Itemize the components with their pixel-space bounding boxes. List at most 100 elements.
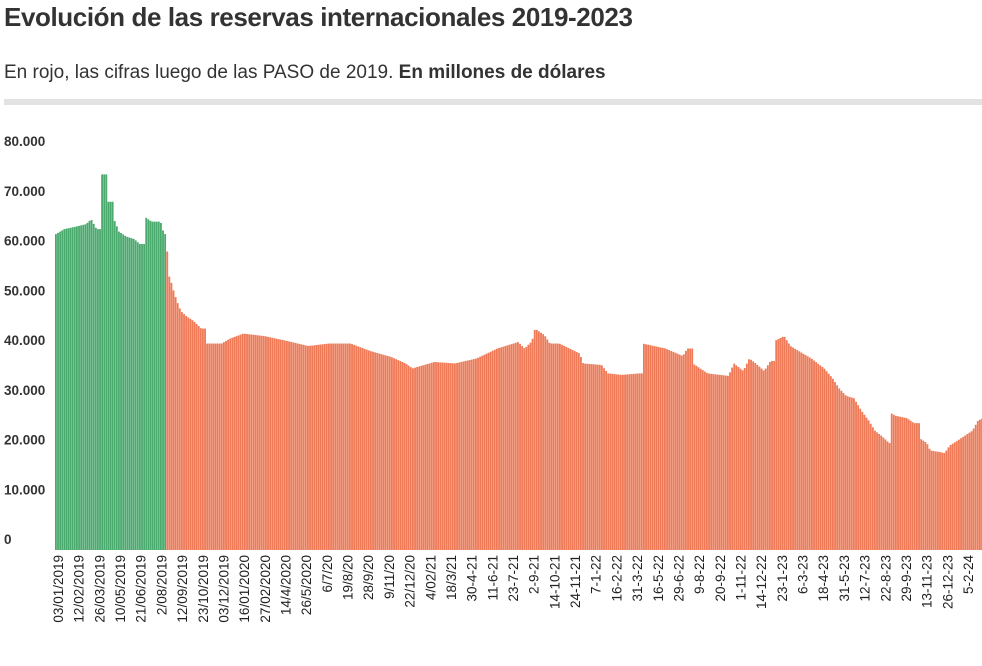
chart-bar-21 xyxy=(99,229,101,551)
chart-bar-122 xyxy=(311,345,314,550)
chart-bar-109 xyxy=(283,340,286,550)
chart-bar-349 xyxy=(787,343,790,550)
chart-bar-14 xyxy=(84,224,87,550)
chart-bar-373 xyxy=(838,388,841,550)
chart-bar-267 xyxy=(615,374,618,550)
chart-bar-420 xyxy=(937,451,939,550)
chart-bar-48 xyxy=(155,221,158,550)
y-tick-label: 0 xyxy=(4,532,12,547)
chart-bar-419 xyxy=(934,451,937,550)
chart-bar-431 xyxy=(960,438,962,550)
chart-bar-307 xyxy=(699,368,702,550)
x-tick-label: 18-4-23 xyxy=(816,555,831,602)
chart-bar-382 xyxy=(857,405,860,550)
chart-bar-386 xyxy=(865,417,868,550)
chart-bar-252 xyxy=(584,363,587,550)
chart-bar-380 xyxy=(853,398,855,550)
chart-bar-364 xyxy=(819,365,822,550)
chart-bar-427 xyxy=(951,443,954,550)
chart-bar-436 xyxy=(970,431,973,550)
chart-bar-43 xyxy=(145,217,148,550)
chart-bar-67 xyxy=(195,323,198,550)
x-tick-label: 11-6-21 xyxy=(485,555,500,601)
chart-bar-412 xyxy=(920,439,923,550)
chart-bar-417 xyxy=(930,450,933,550)
chart-bar-169 xyxy=(409,367,412,550)
chart-bar-235 xyxy=(548,342,551,550)
chart-bar-158 xyxy=(386,355,389,550)
chart-bar-320 xyxy=(727,375,729,550)
chart-bar-260 xyxy=(601,365,603,550)
chart-bar-348 xyxy=(785,340,788,550)
chart-bar-295 xyxy=(674,352,677,550)
chart-bar-405 xyxy=(905,418,908,550)
chart-bar-174 xyxy=(420,365,423,550)
chart-subtitle: En rojo, las cifras luego de las PASO de… xyxy=(4,62,606,84)
chart-bar-60 xyxy=(181,312,183,550)
x-tick-label: 23/10/2019 xyxy=(196,555,211,623)
chart-bar-44 xyxy=(147,219,150,550)
chart-bar-249 xyxy=(577,353,580,550)
chart-bar-305 xyxy=(695,365,698,550)
x-tick-label: 1-11-22 xyxy=(734,555,749,601)
chart-bar-166 xyxy=(403,362,406,550)
chart-bar-429 xyxy=(955,441,958,550)
chart-bar-78 xyxy=(218,343,221,550)
chart-bar-251 xyxy=(582,363,584,550)
chart-bar-227 xyxy=(531,338,534,550)
chart-bar-75 xyxy=(212,343,215,550)
header-divider xyxy=(4,99,982,105)
chart-bar-258 xyxy=(596,364,599,550)
chart-bar-326 xyxy=(739,368,742,550)
chart-bar-225 xyxy=(527,344,530,550)
chart-bar-37 xyxy=(132,238,135,550)
chart-bar-280 xyxy=(643,343,645,550)
chart-bar-408 xyxy=(911,422,914,550)
chart-bar-76 xyxy=(214,343,217,550)
chart-bar-354 xyxy=(798,351,801,550)
chart-bar-318 xyxy=(722,375,725,550)
x-tick-label: 24-11-21 xyxy=(568,555,583,608)
chart-bar-59 xyxy=(178,308,181,550)
chart-bar-246 xyxy=(571,349,574,550)
chart-bar-434 xyxy=(966,434,969,550)
chart-bar-282 xyxy=(647,344,650,550)
chart-bar-277 xyxy=(636,373,639,550)
chart-bar-298 xyxy=(680,355,683,550)
x-tick-label: 7-1-22 xyxy=(589,555,604,594)
chart-bar-19 xyxy=(94,227,97,550)
chart-bar-58 xyxy=(176,303,179,550)
chart-bar-13 xyxy=(82,224,85,550)
chart-bar-274 xyxy=(630,374,633,550)
chart-bar-272 xyxy=(626,374,629,550)
x-tick-label: 2-9-21 xyxy=(527,555,542,594)
chart-bar-271 xyxy=(624,374,626,550)
chart-bar-358 xyxy=(806,356,809,550)
chart-bar-327 xyxy=(741,370,744,550)
chart-bar-96 xyxy=(256,335,259,550)
chart-bar-438 xyxy=(974,424,977,550)
x-tick-label: 26-12-23 xyxy=(940,555,955,609)
chart-bar-369 xyxy=(829,376,832,550)
chart-bar-151 xyxy=(372,351,374,550)
chart-bar-367 xyxy=(825,371,828,550)
chart-bar-345 xyxy=(779,337,782,550)
chart-bar-372 xyxy=(836,385,839,550)
y-tick-label: 10.000 xyxy=(4,482,45,497)
chart-bar-383 xyxy=(859,408,862,550)
chart-bar-353 xyxy=(796,350,799,550)
chart-bar-199 xyxy=(472,359,475,550)
chart-bar-71 xyxy=(204,328,206,550)
chart-bar-220 xyxy=(517,342,519,550)
chart-bar-395 xyxy=(884,439,887,550)
chart-bar-389 xyxy=(871,427,874,550)
chart-bar-208 xyxy=(491,350,494,550)
chart-bar-375 xyxy=(842,392,845,550)
chart-bar-317 xyxy=(720,375,723,550)
x-tick-label: 31-3-22 xyxy=(630,555,645,602)
x-tick-label: 9-8-22 xyxy=(692,555,707,594)
chart-bar-97 xyxy=(258,335,261,550)
chart-bar-433 xyxy=(964,435,967,550)
chart-bar-192 xyxy=(458,362,461,550)
